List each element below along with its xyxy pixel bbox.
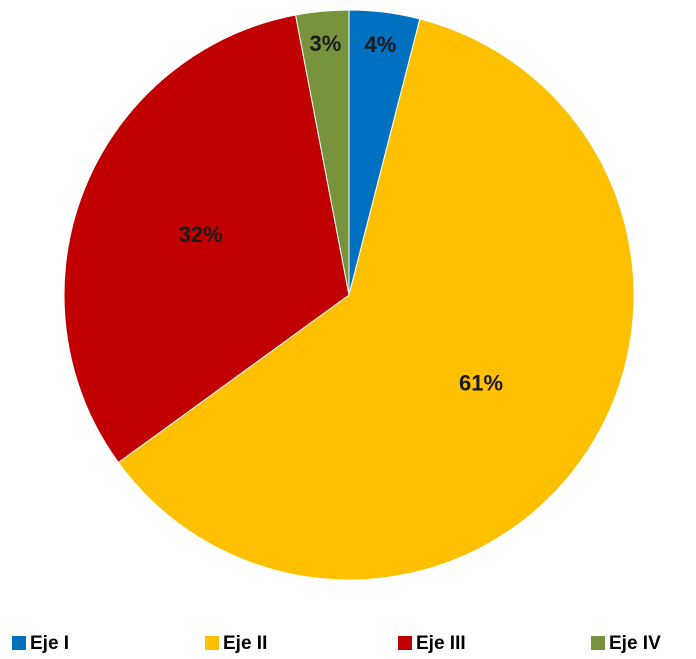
legend-label: Eje IV [609,633,661,654]
data-label: 3% [309,31,341,56]
legend-label: Eje I [30,633,69,654]
legend-label: Eje II [223,633,267,654]
legend-label: Eje III [416,633,466,654]
legend-swatch [591,636,605,650]
data-label: 32% [179,222,223,247]
legend-swatch [12,636,26,650]
data-label: 61% [459,371,503,396]
pie-slice [295,9,350,296]
pie-slice [117,18,635,581]
legend-swatch [205,636,219,650]
pie-slice [63,14,350,464]
data-label: 4% [365,32,397,57]
legend-swatch [398,636,412,650]
